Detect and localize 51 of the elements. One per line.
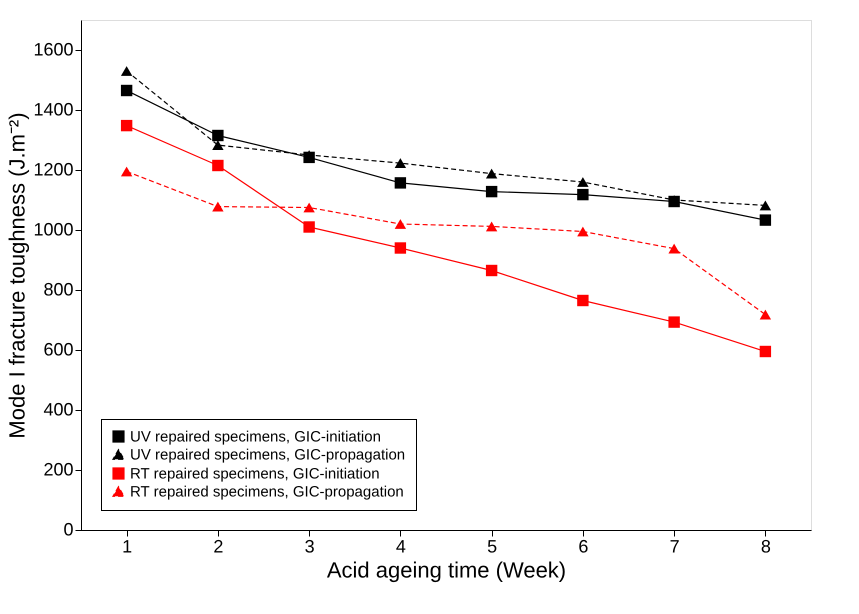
point [394, 158, 406, 168]
point [760, 200, 772, 210]
legend-label: RT repaired specimens, GIC-propagation [130, 484, 404, 500]
x-tick-label: 8 [760, 536, 771, 556]
y-tick-label: 1000 [33, 220, 74, 240]
point [668, 316, 680, 328]
point [212, 160, 224, 172]
x-tick-label: 7 [670, 536, 680, 556]
point [577, 226, 589, 236]
point [212, 202, 224, 212]
y-tick-label: 1600 [33, 40, 74, 60]
y-tick-label: 600 [43, 340, 74, 360]
y-tick-label: 800 [43, 280, 74, 300]
point [303, 202, 315, 212]
point [577, 177, 589, 187]
point [394, 242, 406, 254]
point [760, 214, 772, 226]
point [577, 188, 589, 200]
x-tick-label: 1 [122, 536, 132, 556]
y-tick-label: 200 [43, 460, 74, 480]
point [120, 166, 132, 176]
x-tick-label: 4 [396, 536, 406, 556]
y-tick-label: 0 [63, 520, 74, 540]
point [212, 130, 224, 142]
point [668, 244, 680, 254]
point [120, 66, 132, 76]
x-axis-title: Acid ageing time (Week) [326, 558, 566, 582]
y-tick-label: 1400 [33, 100, 74, 120]
y-axis-title: Mode I fracture toughness (J.m⁻²) [4, 112, 30, 439]
legend-label: UV repaired specimens, GIC-initiation [130, 428, 381, 446]
point [577, 294, 589, 306]
point [486, 168, 498, 179]
point [212, 140, 224, 150]
y-tick-label: 1200 [33, 160, 74, 180]
point [120, 84, 132, 96]
point [394, 177, 406, 189]
point [760, 310, 772, 320]
x-tick-label: 6 [578, 536, 588, 556]
point [760, 346, 772, 358]
point [486, 221, 498, 232]
legend-label: RT repaired specimens, GIC-initiation [130, 466, 380, 482]
point [394, 219, 406, 229]
x-tick-label: 3 [304, 536, 315, 556]
x-tick-label: 5 [487, 536, 498, 556]
point [486, 264, 498, 276]
y-tick-label: 400 [43, 400, 74, 420]
point [120, 120, 132, 132]
x-tick-label: 2 [213, 536, 224, 556]
legend-label: UV repaired specimens, GIC-propagation [130, 446, 406, 464]
point [486, 186, 498, 198]
point [303, 221, 315, 233]
